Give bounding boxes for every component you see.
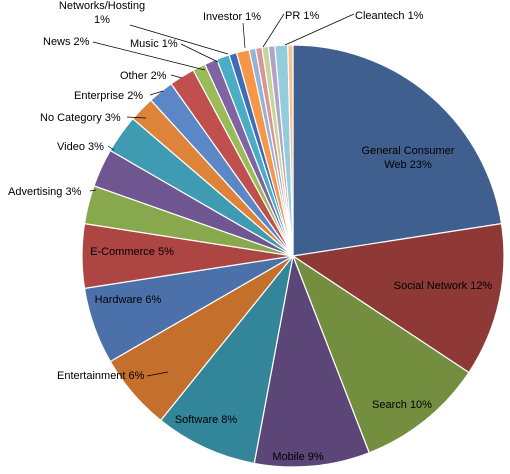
data-label-networks-hosting: Networks/Hosting 1% <box>59 0 145 26</box>
leader-line-networks-hosting <box>129 24 229 55</box>
data-label-social-network: Social Network 12% <box>394 280 493 292</box>
data-label-e-commerce: E-Commerce 5% <box>90 246 174 258</box>
data-label-hardware: Hardware 6% <box>95 294 162 306</box>
data-label-music: Music 1% <box>130 38 178 50</box>
data-labels: General Consumer Web 23% Social Network 12… <box>8 0 492 463</box>
data-label-general-consumer-web: General Consumer Web 23% <box>362 145 455 171</box>
leader-line-entertainment <box>146 371 169 377</box>
data-label-software: Software 8% <box>175 414 238 426</box>
pie-slice-software <box>160 255 294 465</box>
pie-slices <box>81 44 505 468</box>
pie-slice-general-consumer-web <box>292 44 503 257</box>
data-label-news: News 2% <box>43 36 90 48</box>
leader-line-cleantech <box>284 13 355 46</box>
leader-lines <box>89 13 355 377</box>
leader-line-enterprise <box>149 90 164 96</box>
leader-line-advertising <box>89 189 97 192</box>
leader-line-pr <box>262 13 285 48</box>
data-label-search: Search 10% <box>372 399 432 411</box>
data-label-other: Other 2% <box>120 70 167 82</box>
leader-line-no-category <box>126 116 147 119</box>
data-label-no-category: No Category 3% <box>40 112 121 124</box>
data-label-mobile: Mobile 9% <box>272 451 324 463</box>
data-label-video: Video 3% <box>57 141 104 153</box>
pie-slice-unlabeled-24 <box>287 44 294 257</box>
leader-line-news <box>92 41 206 71</box>
leader-line-music <box>180 43 219 63</box>
leader-line-other <box>170 74 183 79</box>
data-label-enterprise: Enterprise 2% <box>74 90 143 102</box>
data-label-advertising: Advertising 3% <box>8 186 82 198</box>
data-label-investor: Investor 1% <box>203 11 261 23</box>
pie-slice-social-network <box>292 223 505 374</box>
pie-slice-search <box>292 255 470 454</box>
data-label-entertainment: Entertainment 6% <box>57 370 145 382</box>
leader-line-video <box>107 145 115 151</box>
data-label-cleantech: Cleantech 1% <box>355 10 424 22</box>
data-label-pr: PR 1% <box>285 10 319 22</box>
pie-slice-mobile <box>253 255 370 468</box>
leader-line-investor <box>242 22 246 49</box>
